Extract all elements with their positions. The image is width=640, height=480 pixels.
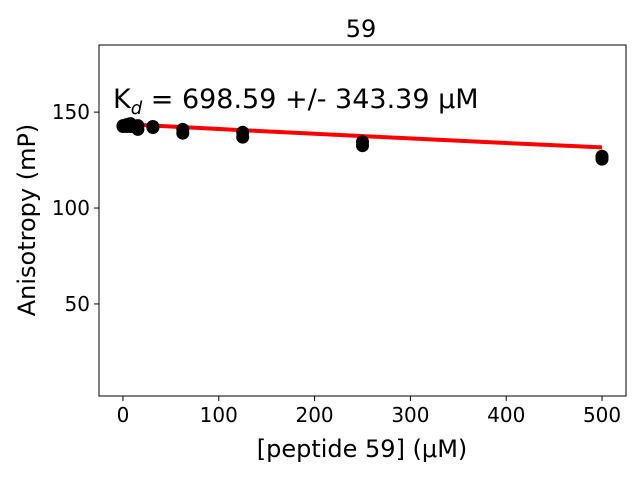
- chart-title: 59: [346, 15, 377, 43]
- fit-line: [122, 122, 603, 150]
- kd-value-text: = 698.59 +/- 343.39 μM: [142, 84, 478, 115]
- x-tick-label: 500: [583, 403, 621, 427]
- kd-subscript: d: [131, 98, 143, 119]
- x-tick-label: 0: [117, 403, 130, 427]
- kd-symbol: K: [113, 84, 132, 115]
- x-axis-ticks: 0 100 200 300 400 500: [117, 396, 621, 427]
- y-tick-label: 150: [52, 100, 90, 124]
- y-axis-ticks: 50 100 150: [52, 100, 99, 316]
- x-tick-label: 200: [295, 403, 333, 427]
- data-point: [236, 130, 250, 144]
- data-point: [146, 121, 160, 134]
- y-axis-label: Anisotropy (mP): [13, 124, 41, 317]
- plot-area: [98, 44, 627, 397]
- x-tick-label: 300: [391, 403, 429, 427]
- x-tick-label: 100: [200, 403, 238, 427]
- data-point: [131, 122, 145, 136]
- y-tick-label: 50: [65, 292, 90, 316]
- y-tick-label: 100: [52, 196, 90, 220]
- kd-annotation: Kd = 698.59 +/- 343.39 μM: [113, 84, 479, 119]
- data-point: [595, 152, 609, 166]
- x-axis-label: [peptide 59] (μM): [257, 435, 468, 463]
- series-layer: [116, 117, 609, 166]
- plot-frame: [98, 44, 627, 397]
- data-point: [176, 126, 190, 140]
- x-tick-label: 400: [487, 403, 525, 427]
- data-point: [356, 139, 369, 153]
